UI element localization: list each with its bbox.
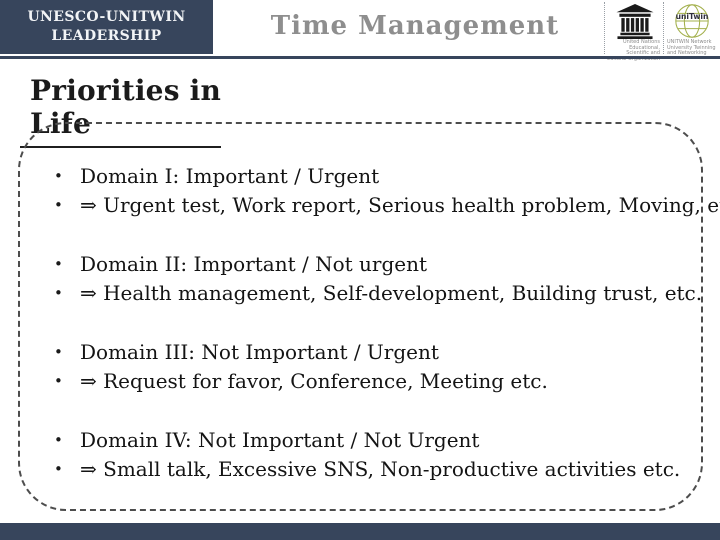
bullet-item: • ⇒ Urgent test, Work report, Serious he… bbox=[54, 191, 720, 220]
bullet-icon: • bbox=[54, 372, 63, 390]
domain-4-examples: ⇒ Small talk, Excessive SNS, Non-product… bbox=[80, 457, 681, 481]
org-title-box: UNESCO-UNITWIN LEADERSHIP bbox=[0, 0, 213, 54]
bullet-icon: • bbox=[54, 284, 63, 302]
bullet-item: • Domain IV: Not Important / Not Urgent bbox=[54, 426, 697, 455]
bullet-item: • Domain I: Important / Urgent bbox=[54, 162, 697, 191]
bullet-list: • Domain I: Important / Urgent • ⇒ Urgen… bbox=[54, 162, 720, 514]
domain-4-title: Domain IV: Not Important / Not Urgent bbox=[80, 428, 480, 452]
slide-title: Time Management bbox=[270, 11, 560, 41]
domain-group-4: • Domain IV: Not Important / Not Urgent … bbox=[54, 426, 697, 484]
org-title-line1: UNESCO-UNITWIN bbox=[27, 9, 186, 25]
bullet-icon: • bbox=[54, 167, 63, 185]
logo-separator-left bbox=[604, 2, 605, 54]
domain-3-examples: ⇒ Request for favor, Conference, Meeting… bbox=[80, 369, 548, 393]
domain-2-title: Domain II: Important / Not urgent bbox=[80, 252, 428, 276]
bullet-item: • Domain III: Not Important / Urgent bbox=[54, 338, 697, 367]
bullet-icon: • bbox=[54, 460, 63, 478]
bullet-item: • ⇒ Small talk, Excessive SNS, Non-produ… bbox=[54, 455, 697, 484]
bullet-item: • ⇒ Health management, Self-development,… bbox=[54, 279, 702, 308]
bullet-item: • Domain II: Important / Not urgent bbox=[54, 250, 697, 279]
domain-group-1: • Domain I: Important / Urgent • ⇒ Urgen… bbox=[54, 162, 720, 220]
domain-1-examples: ⇒ Urgent test, Work report, Serious heal… bbox=[80, 193, 720, 217]
bullet-item: • ⇒ Request for favor, Conference, Meeti… bbox=[54, 367, 697, 396]
content-box: • Domain I: Important / Urgent • ⇒ Urgen… bbox=[18, 122, 720, 514]
unesco-logo-icon bbox=[616, 3, 654, 40]
domain-group-3: • Domain III: Not Important / Urgent • ⇒… bbox=[54, 338, 697, 396]
unesco-caption: United Nations Educational, Scientific a… bbox=[607, 39, 660, 61]
bullet-icon: • bbox=[54, 255, 63, 273]
domain-3-title: Domain III: Not Important / Urgent bbox=[80, 340, 439, 364]
bullet-icon: • bbox=[54, 196, 63, 214]
unitwin-logo-icon: uniTwin bbox=[675, 4, 709, 38]
bottom-bar bbox=[0, 523, 720, 540]
domain-2-examples: ⇒ Health management, Self-development, B… bbox=[80, 281, 703, 305]
unitwin-logo-text: uniTwin bbox=[676, 12, 709, 21]
domain-group-2: • Domain II: Important / Not urgent • ⇒ … bbox=[54, 250, 702, 308]
header-divider bbox=[0, 56, 720, 59]
unitwin-caption: UNITWIN Network University Twinning and … bbox=[667, 39, 716, 57]
bullet-icon: • bbox=[54, 343, 63, 361]
domain-1-title: Domain I: Important / Urgent bbox=[80, 164, 380, 188]
org-title-line2: LEADERSHIP bbox=[51, 28, 162, 44]
logo-separator-middle bbox=[663, 2, 664, 54]
bullet-icon: • bbox=[54, 431, 63, 449]
